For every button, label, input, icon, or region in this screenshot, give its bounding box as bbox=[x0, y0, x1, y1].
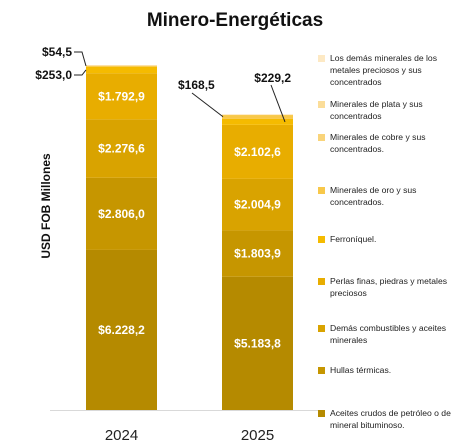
bar-segment-2025-series-3 bbox=[222, 178, 293, 231]
callout-label-2024-0: $253,0 bbox=[35, 68, 72, 82]
data-label-2024-series-3: $2.276,6 bbox=[98, 142, 145, 156]
bar-segment-2024-series-4 bbox=[86, 73, 157, 120]
legend-label: Los demás minerales de los metales preci… bbox=[330, 53, 437, 87]
legend-label: Demás combustibles y aceites minerales bbox=[330, 323, 447, 345]
data-label-2025-series-1: $5.183,8 bbox=[234, 336, 281, 350]
bar-segment-2025-series-9 bbox=[222, 114, 293, 115]
x-tick-label-2024: 2024 bbox=[105, 427, 138, 444]
legend-label: Minerales de plata y sus concentrados bbox=[330, 99, 423, 121]
legend-swatch bbox=[318, 325, 325, 332]
legend-label: Ferroníquel. bbox=[330, 234, 377, 244]
data-label-2024-series-1: $6.228,2 bbox=[98, 323, 145, 337]
bar-segment-2025-series-4 bbox=[222, 124, 293, 179]
legend-swatch bbox=[318, 101, 325, 108]
x-tick-label-2025: 2025 bbox=[241, 427, 274, 444]
legend-label: Perlas finas, piedras y metales precioso… bbox=[330, 276, 448, 298]
callout-label-2025-1: $168,5 bbox=[178, 78, 215, 92]
legend-swatch bbox=[318, 134, 325, 141]
legend-swatch bbox=[318, 236, 325, 243]
legend-label: Aceites crudos de petróleo o de mineral … bbox=[330, 408, 451, 430]
bar-segment-2025-series-1 bbox=[222, 276, 293, 410]
legend-label: Hullas térmicas. bbox=[330, 365, 392, 375]
bar-segment-2025-series-2 bbox=[222, 230, 293, 277]
bar-segment-2024-series-1 bbox=[86, 249, 157, 410]
callout-leader-2025-0 bbox=[270, 84, 286, 123]
bar-segment-2024-series-5 bbox=[86, 66, 157, 74]
legend-item: Ferroníquel. bbox=[318, 233, 468, 245]
data-label-2024-series-4: $1.792,9 bbox=[98, 89, 145, 103]
legend-item: Minerales de oro y sus concentrados. bbox=[318, 184, 468, 208]
legend-item: Perlas finas, piedras y metales precioso… bbox=[318, 275, 468, 299]
callout-leader-2024-0 bbox=[74, 69, 87, 76]
chart-title: Minero-Energéticas bbox=[146, 10, 324, 31]
data-label-2025-series-3: $2.004,9 bbox=[234, 198, 281, 212]
legend-label: Minerales de oro y sus concentrados. bbox=[330, 185, 417, 207]
bar-segment-2024-series-6 bbox=[86, 65, 157, 67]
legend-item: Aceites crudos de petróleo o de mineral … bbox=[318, 407, 468, 431]
data-label-2025-series-4: $2.102,6 bbox=[234, 145, 281, 159]
legend-item: Los demás minerales de los metales preci… bbox=[318, 52, 468, 88]
bar-segment-2024-series-2 bbox=[86, 177, 157, 250]
callout-leader-2025-1 bbox=[191, 92, 224, 118]
bar-segment-2024-series-9 bbox=[86, 65, 157, 66]
data-label-2025-series-2: $1.803,9 bbox=[234, 247, 281, 261]
bar-segment-2024-series-3 bbox=[86, 119, 157, 178]
legend-item: Minerales de plata y sus concentrados bbox=[318, 98, 468, 122]
legend-label: Minerales de cobre y sus concentrados. bbox=[330, 132, 426, 154]
legend-item: Minerales de cobre y sus concentrados. bbox=[318, 131, 468, 155]
legend-swatch bbox=[318, 367, 325, 374]
callout-label-2024-1: $54,5 bbox=[42, 45, 72, 59]
bar-segment-2025-series-5 bbox=[222, 118, 293, 125]
data-label-2024-series-2: $2.806,0 bbox=[98, 207, 145, 221]
legend-swatch bbox=[318, 410, 325, 417]
legend-swatch bbox=[318, 278, 325, 285]
legend-swatch bbox=[318, 187, 325, 194]
callout-leader-2024-1 bbox=[74, 51, 87, 67]
legend-item: Demás combustibles y aceites minerales bbox=[318, 322, 468, 346]
legend-swatch bbox=[318, 55, 325, 62]
bar-segment-2025-series-6 bbox=[222, 114, 293, 119]
legend-item: Hullas térmicas. bbox=[318, 364, 468, 376]
callout-label-2025-0: $229,2 bbox=[254, 71, 291, 85]
